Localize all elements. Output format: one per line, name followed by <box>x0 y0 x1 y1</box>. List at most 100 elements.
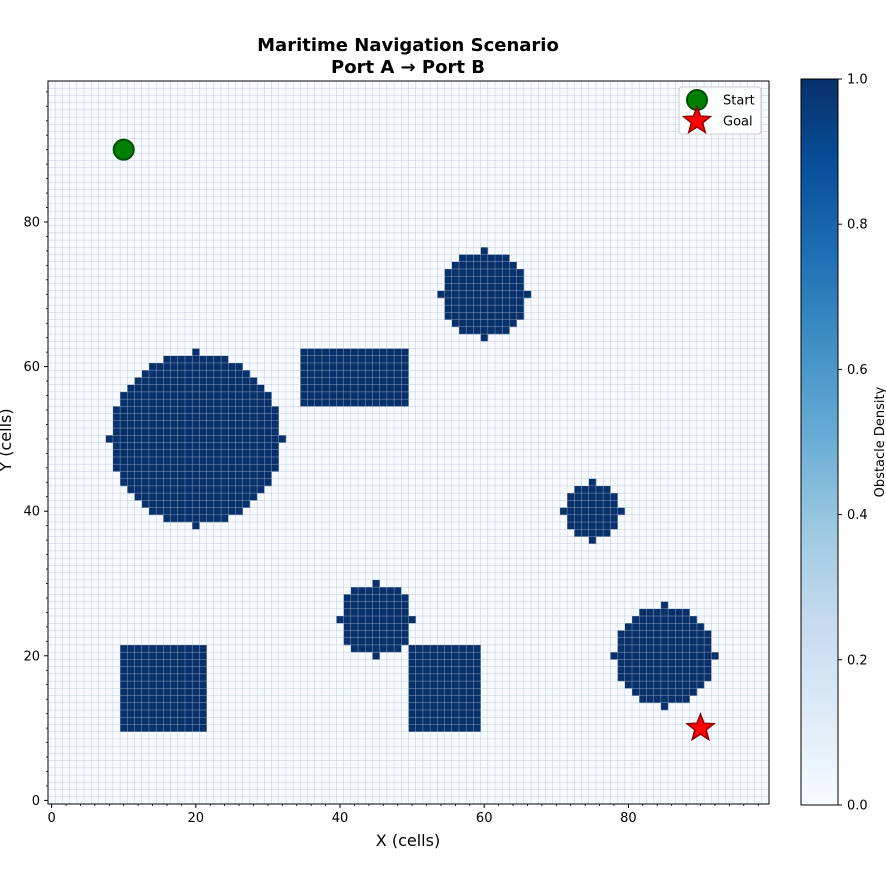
start-marker <box>112 138 135 161</box>
x-axis-label: X (cells) <box>376 831 440 850</box>
obstacle-cells <box>458 254 510 263</box>
obstacle-cells <box>163 355 229 364</box>
obstacle-cells <box>451 319 517 328</box>
obstacle-cells <box>559 507 626 516</box>
obstacle-cells <box>141 500 251 508</box>
x-tick-label: 60 <box>476 811 493 826</box>
obstacle-cells <box>617 630 712 639</box>
obstacle-cells <box>300 348 409 357</box>
obstacle-cells <box>120 471 272 479</box>
obstacle-cells <box>624 623 705 631</box>
plot-area <box>47 80 770 805</box>
obstacle-cells <box>350 587 402 595</box>
obstacle-cells <box>660 601 669 610</box>
obstacle-cells <box>617 644 712 653</box>
obstacle-cells <box>480 247 489 255</box>
obstacle-cells <box>192 522 200 530</box>
x-tick-label: 40 <box>332 811 349 826</box>
goal-marker <box>685 712 716 742</box>
obstacle-cells <box>336 616 417 624</box>
y-axis: 0 20 40 60 80 <box>23 91 48 809</box>
marker-layer <box>112 138 716 742</box>
obstacle-cells <box>300 362 409 371</box>
obstacle-cells <box>112 442 280 451</box>
obstacle-cells <box>372 579 380 588</box>
colorbar-tick-label: 0.2 <box>847 653 868 668</box>
y-tick-label: 0 <box>32 794 40 809</box>
obstacle-cells <box>105 435 287 443</box>
plot-frame <box>47 80 770 805</box>
x-tick-label: 80 <box>620 811 637 826</box>
colorbar-tick-label: 1.0 <box>847 73 868 88</box>
obstacle-cells <box>567 493 618 501</box>
obstacle-cells <box>343 623 409 631</box>
chart-subtitle: Port A → Port B <box>331 57 485 78</box>
obstacle-cells <box>444 268 525 277</box>
obstacle-cells <box>300 377 409 385</box>
legend-goal-symbol <box>681 104 713 135</box>
obstacle-cells <box>632 688 698 696</box>
legend: Start Goal <box>678 86 762 135</box>
obstacle-cells <box>134 493 258 501</box>
colorbar: 0.0 0.2 0.4 0.6 0.8 1.0 Obstacle Density <box>800 73 886 814</box>
obstacle-cells <box>574 529 611 537</box>
obstacle-cells <box>617 673 712 682</box>
obstacle-cells <box>660 702 669 711</box>
colorbar-tick-label: 0.0 <box>847 799 868 814</box>
obstacle-cells <box>588 536 597 545</box>
obstacle-cells <box>567 514 618 523</box>
obstacle-cells <box>617 659 712 667</box>
obstacle-cells <box>617 666 712 675</box>
y-tick-label: 60 <box>23 360 40 375</box>
obstacle-cells <box>458 326 510 335</box>
obstacle-cells <box>437 290 532 299</box>
obstacle-cells <box>134 377 258 385</box>
x-tick-label: 20 <box>188 811 205 826</box>
x-axis: 0 20 40 60 80 <box>47 804 759 826</box>
obstacle-cells <box>343 608 409 617</box>
colorbar-label: Obstacle Density <box>873 386 886 497</box>
obstacle-cells <box>112 420 280 429</box>
y-tick-label: 40 <box>23 505 40 520</box>
y-axis-label: Y (cells) <box>0 408 15 472</box>
colorbar-gradient <box>800 78 839 806</box>
obstacle-cells <box>127 384 265 393</box>
obstacle-cells <box>567 522 618 530</box>
obstacle-cells <box>163 514 229 523</box>
obstacle-cells <box>300 391 409 400</box>
obstacle-cells <box>141 370 251 378</box>
x-tick-label: 0 <box>47 811 55 826</box>
y-tick-label: 20 <box>23 649 40 664</box>
colorbar-tick-label: 0.6 <box>847 363 868 378</box>
legend-label: Goal <box>723 115 753 130</box>
obstacle-cells <box>444 305 525 313</box>
grid-lines <box>48 81 769 804</box>
obstacle-cells <box>112 413 280 422</box>
obstacle-cells <box>610 652 719 660</box>
obstacle-cells <box>444 276 525 284</box>
obstacle-cells <box>120 478 272 487</box>
obstacle-cells <box>444 283 525 291</box>
obstacle-cells <box>451 261 517 270</box>
obstacle-cells <box>112 464 280 472</box>
obstacle-cells <box>300 355 409 364</box>
colorbar-tick-label: 0.4 <box>847 508 868 523</box>
obstacle-cells <box>480 334 489 342</box>
obstacle-cells <box>574 485 611 494</box>
obstacle-cells <box>300 370 409 378</box>
obstacle-cells <box>300 384 409 393</box>
obstacle-cells <box>567 500 618 508</box>
obstacle-cells <box>444 297 525 306</box>
obstacle-cells <box>343 637 409 646</box>
chart-title: Maritime Navigation Scenario <box>257 35 559 56</box>
obstacle-cells <box>444 312 525 320</box>
legend-label: Start <box>723 94 755 109</box>
obstacle-cells <box>343 601 409 610</box>
obstacle-cells <box>372 652 380 660</box>
obstacle-cells <box>120 391 272 400</box>
obstacle-cells <box>112 428 280 436</box>
obstacle-cells <box>192 348 200 357</box>
obstacle-cells <box>617 637 712 646</box>
colorbar-tick-label: 0.8 <box>847 218 868 233</box>
obstacle-cells <box>624 681 705 689</box>
